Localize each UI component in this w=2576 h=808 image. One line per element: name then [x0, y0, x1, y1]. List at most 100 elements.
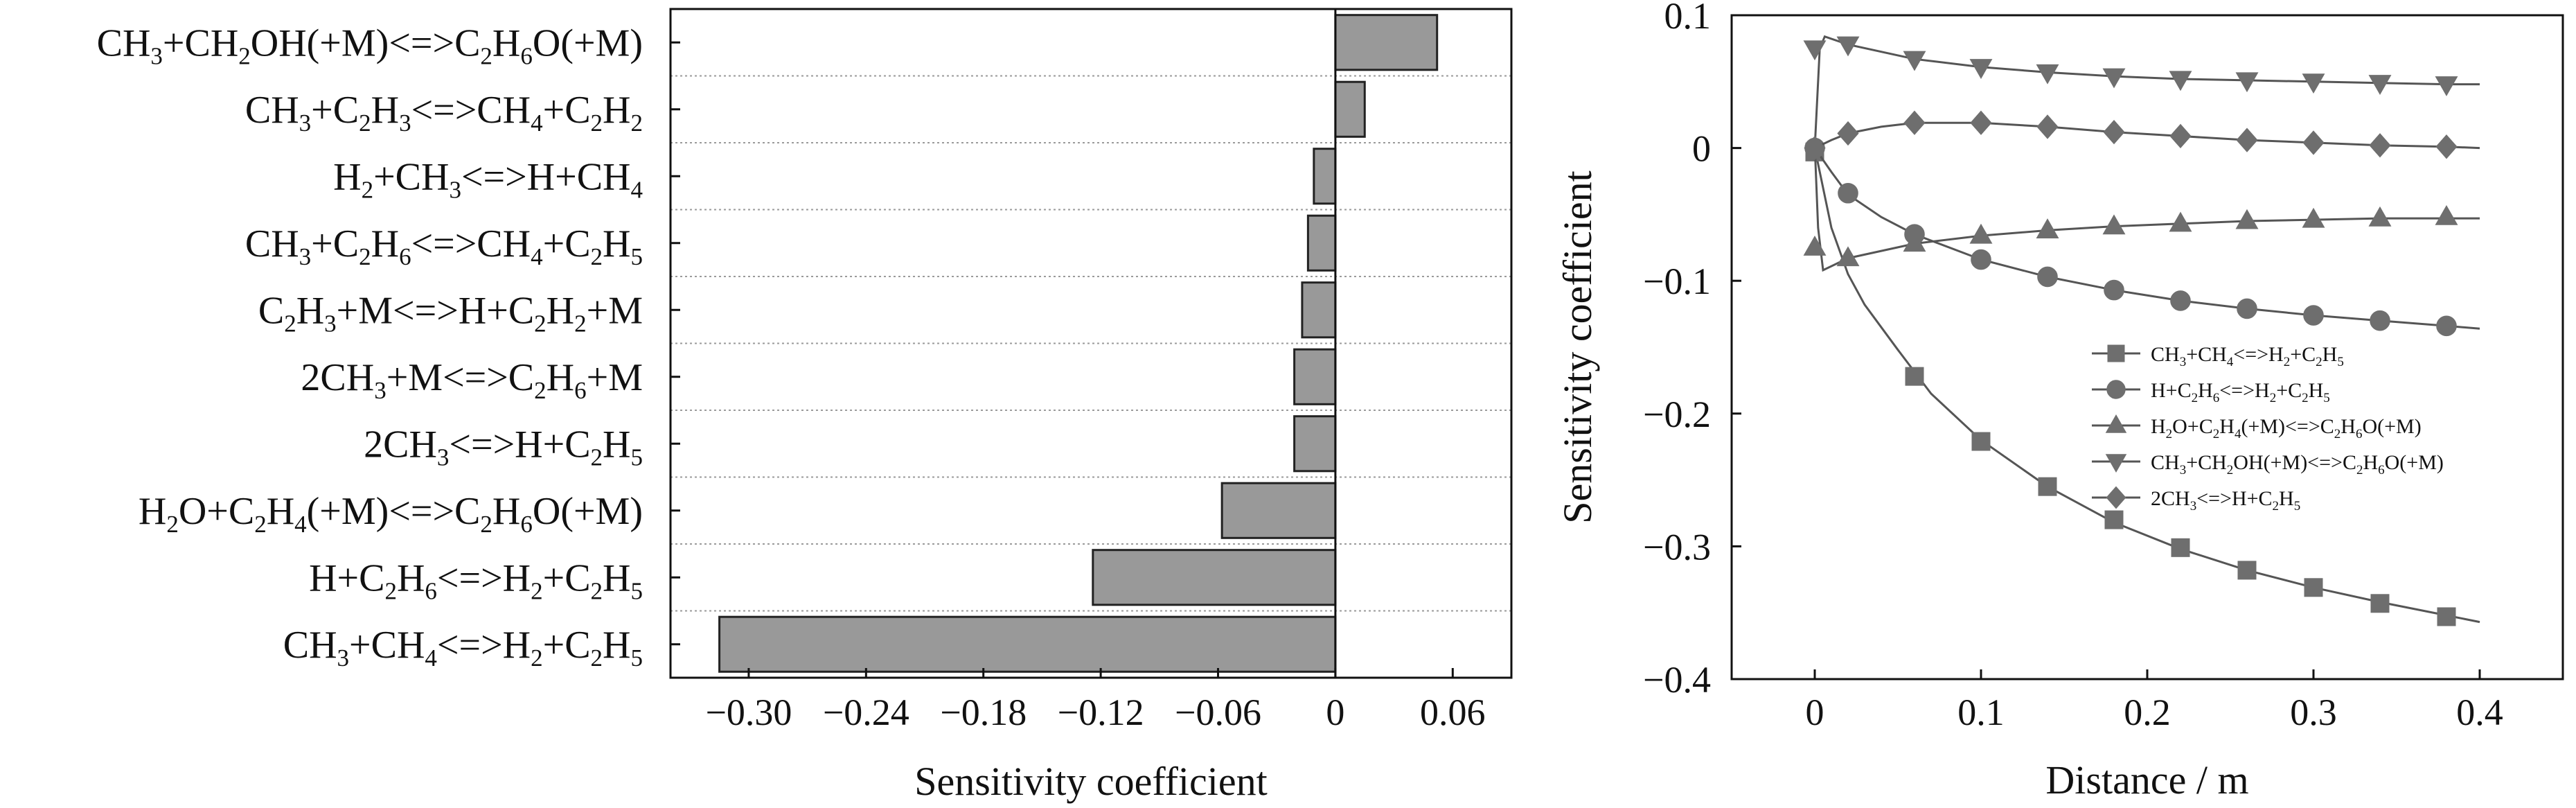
legend-label-4: CH3+CH2OH(+M)<=>C2H6O(+M)	[2151, 451, 2444, 477]
data-point	[1971, 249, 1991, 270]
category-label-9: H+C2H6<=>H2+C2H5	[309, 556, 643, 604]
data-point	[2370, 310, 2390, 331]
x-tick-label: −0.12	[1058, 692, 1144, 733]
data-point	[2435, 76, 2458, 96]
bar-7	[1293, 415, 1337, 473]
category-label-2: CH3+C2H3<=>CH4+C2H2	[245, 89, 643, 137]
data-point	[1804, 135, 1826, 161]
series-2	[1804, 137, 2480, 337]
legend-marker	[2105, 414, 2127, 433]
category-label-6: 2CH3+M<=>C2H6+M	[301, 356, 643, 404]
bar-1	[1334, 14, 1439, 71]
data-point	[2170, 290, 2191, 311]
plot-frame	[669, 8, 1513, 679]
bar-3	[1313, 148, 1337, 205]
legend-marker	[2105, 454, 2127, 473]
x-axis-label: Distance / m	[2045, 757, 2248, 802]
data-point	[1803, 40, 1827, 61]
data-point	[2437, 607, 2456, 626]
series-3	[1803, 145, 2480, 272]
data-point	[2037, 266, 2058, 288]
data-point	[1970, 110, 1992, 135]
bar-9	[1092, 549, 1337, 606]
x-tick-label: 0.4	[2456, 692, 2503, 733]
data-point	[2237, 561, 2257, 580]
data-point	[2036, 64, 2059, 85]
data-point	[1836, 36, 1860, 57]
legend-label-5: 2CH3<=>H+C2H5	[2151, 487, 2300, 513]
series-line-4	[1813, 35, 2480, 148]
data-point	[1969, 59, 1993, 79]
data-point	[1903, 110, 1926, 135]
data-point	[2370, 594, 2390, 613]
data-point	[1903, 51, 1926, 71]
data-point	[2104, 510, 2124, 529]
data-point	[2236, 128, 2258, 152]
y-tick-label: −0.2	[1643, 394, 1711, 435]
bar-4	[1306, 214, 1337, 272]
data-point	[2436, 315, 2457, 337]
data-point	[2171, 538, 2190, 557]
x-tick-label: −0.06	[1175, 692, 1261, 733]
data-point	[2038, 477, 2057, 496]
category-label-3: H2+CH3<=>H+CH4	[333, 155, 643, 203]
y-tick-label: −0.1	[1643, 261, 1711, 302]
data-point	[1969, 223, 1993, 244]
x-tick-label: 0.06	[1420, 692, 1486, 733]
data-point	[2102, 68, 2126, 89]
series-5	[1804, 110, 2480, 161]
legend: CH3+CH4<=>H2+C2H5 H+C2H6<=>H2+C2H5 H2O+C2H…	[2092, 343, 2444, 513]
legend-marker	[2107, 344, 2125, 362]
bar-6	[1293, 348, 1337, 405]
x-tick-label: −0.24	[823, 692, 909, 733]
bar-5	[1301, 281, 1337, 339]
data-point	[2304, 578, 2323, 597]
category-label-1: CH3+CH2OH(+M)<=>C2H6O(+M)	[97, 21, 643, 69]
series-line-3	[1813, 145, 2480, 272]
data-point	[1836, 246, 1860, 267]
data-point	[2235, 72, 2259, 93]
data-point	[2103, 119, 2125, 145]
bar-10	[718, 615, 1337, 673]
legend-marker	[2106, 380, 2126, 399]
category-label-4: CH3+C2H6<=>CH4+C2H5	[245, 222, 643, 270]
data-point	[1838, 182, 1858, 204]
x-tick-label: 0.3	[2290, 692, 2337, 733]
data-point	[2435, 204, 2458, 225]
data-point	[2237, 298, 2257, 319]
data-point	[2302, 207, 2325, 228]
y-tick-label: −0.3	[1643, 526, 1711, 568]
x-tick-label: 0	[1806, 692, 1824, 733]
bar-8	[1220, 482, 1337, 539]
data-point	[2169, 123, 2192, 149]
x-tick-label: 0.1	[1957, 692, 2005, 733]
sensitivity-bar-chart: CH3+CH2OH(+M)<=>C2H6O(+M) CH3+C2H3<=>CH4+…	[97, 8, 1513, 804]
data-point	[2235, 209, 2259, 229]
y-tick-label: −0.4	[1643, 659, 1711, 701]
data-point	[1837, 121, 1859, 146]
data-point	[1905, 367, 1924, 386]
plot-frame	[1730, 14, 2564, 680]
legend-label-3: H2O+C2H4(+M)<=>C2H6O(+M)	[2151, 415, 2422, 441]
data-point	[2303, 305, 2324, 326]
sensitivity-line-chart: 0 0.1 0.2 0.3 0.4 0.1 0 −0.1 −0.2 −0.3 −0.4 Distanc…	[1555, 0, 2564, 802]
data-point	[1903, 231, 1926, 252]
y-tick-label: 0	[1692, 128, 1711, 170]
data-point	[2169, 71, 2192, 91]
legend-label-1: CH3+CH4<=>H2+C2H5	[2151, 343, 2344, 369]
series-1	[1805, 142, 2480, 626]
y-axis-label: Sensitivity coefficient	[1555, 170, 1600, 524]
data-point	[2368, 206, 2392, 227]
data-point	[2102, 214, 2126, 235]
data-point	[1971, 432, 1991, 451]
data-point	[2368, 75, 2392, 95]
x-tick-label: 0.2	[2124, 692, 2171, 733]
legend-label-2: H+C2H6<=>H2+C2H5	[2151, 379, 2330, 405]
category-label-7: 2CH3<=>H+C2H5	[364, 423, 643, 471]
y-tick-label: 0.1	[1664, 0, 1712, 37]
x-tick-label: −0.30	[705, 692, 792, 733]
x-axis-label: Sensitivity coefficient	[914, 759, 1268, 804]
data-point	[2435, 134, 2458, 159]
